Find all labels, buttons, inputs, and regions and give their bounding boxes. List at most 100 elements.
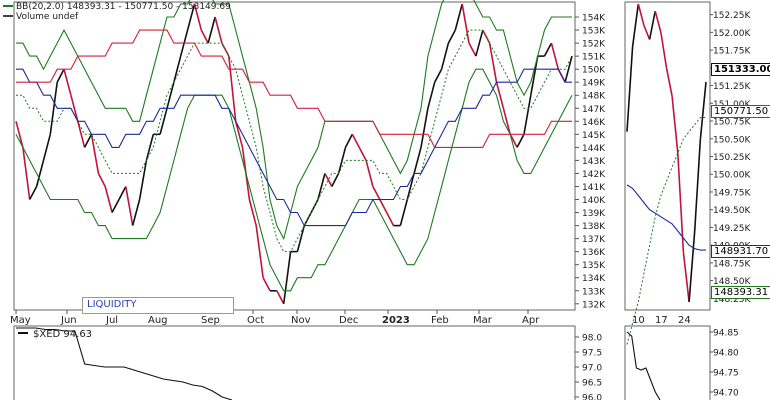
y-tick-label: 137K: [582, 235, 606, 245]
price-line-segment: [385, 212, 395, 226]
x-tick-label: Nov: [291, 315, 311, 326]
daily-y-tick-label: 152.25K: [713, 11, 751, 21]
y-tick-label: 146K: [582, 118, 606, 128]
x-tick-label: Apr: [522, 315, 540, 326]
price-line-segment: [495, 81, 505, 109]
y-tick-label: 145K: [582, 131, 606, 141]
price-line-segment: [379, 199, 388, 213]
daily-y-tick-label: 149.75K: [713, 188, 751, 198]
upper-band-line: [16, 0, 572, 241]
price-line-segment: [15, 121, 24, 148]
y-tick-label: 132K: [582, 300, 606, 310]
price-line-segment: [173, 55, 182, 83]
value-tag: 151333.00: [711, 63, 770, 76]
price-line-segment: [207, 16, 216, 44]
daily-y-tick-label: 149.25K: [713, 224, 751, 234]
main-panel-frame: [13, 1, 576, 311]
price-line-segment: [530, 55, 539, 96]
price-line-segment: [365, 160, 374, 187]
x-tick-label: May: [10, 315, 31, 326]
price-line-segment: [28, 186, 38, 200]
price-line-segment: [138, 160, 148, 200]
daily-price-line-segment: [626, 46, 634, 132]
y-tick-label: 140K: [582, 196, 606, 206]
price-line-segment: [564, 55, 573, 83]
y-tick-label: 143K: [582, 157, 606, 167]
price-line-segment: [413, 147, 422, 174]
price-line-segment: [324, 173, 333, 187]
price-line-segment: [42, 134, 52, 161]
price-line-segment: [550, 42, 560, 70]
y-tick-label: 148K: [582, 92, 606, 102]
price-line-segment: [145, 134, 155, 161]
price-line-segment: [351, 133, 360, 148]
y-tick-label: 149K: [582, 79, 606, 89]
x-tick-label: Jul: [105, 315, 118, 326]
price-line-segment: [104, 186, 113, 213]
price-line-segment: [111, 199, 120, 213]
y-tick-label: 136K: [582, 248, 606, 258]
xed-daily-y-tick-label: 94.80: [713, 349, 739, 359]
price-line-segment: [502, 108, 511, 135]
xed-panel-frame: [13, 325, 576, 400]
price-line-segment: [509, 133, 518, 148]
price-line-segment: [447, 29, 457, 44]
y-tick-label: 150K: [582, 66, 606, 76]
xed-y-tick-label: 97.5: [582, 349, 602, 359]
daily-y-tick-label: 150.25K: [713, 153, 751, 163]
volume-legend-label: Volume undef: [16, 12, 79, 22]
daily-x-tick-label: 24: [678, 315, 691, 326]
lower-band-line: [15, 68, 573, 292]
daily-y-tick-label: 150.00K: [713, 171, 751, 181]
daily-y-tick-label: 148.25K: [713, 295, 751, 305]
x-tick-label: Mar: [473, 315, 493, 326]
value-tag: 148393.31: [711, 286, 770, 299]
daily-price-line-segment: [631, 3, 640, 47]
daily-y-tick-label: 151.25K: [713, 82, 751, 92]
price-line-segment: [358, 147, 367, 161]
y-tick-label: 152K: [582, 40, 606, 50]
ma-50-line: [16, 68, 572, 227]
price-line-segment: [248, 199, 257, 226]
daily-ma-50-line: [626, 184, 706, 251]
price-line-segment: [282, 251, 292, 304]
y-tick-label: 147K: [582, 105, 606, 115]
x-tick-label: Feb: [431, 315, 449, 326]
price-line-segment: [516, 133, 525, 148]
daily-y-tick-label: 148.50K: [713, 277, 751, 287]
y-tick-label: 141K: [582, 183, 606, 193]
price-line-segment: [234, 121, 244, 148]
price-line-segment: [166, 81, 175, 109]
price-line-segment: [70, 94, 79, 122]
daily-y-tick-label: 149.50K: [713, 206, 751, 216]
daily-x-tick-label: 17: [655, 315, 668, 326]
price-line-segment: [427, 81, 436, 109]
value-tag: 148931.70: [711, 245, 770, 258]
xed-line: [16, 327, 233, 400]
xed-y-tick-label: 97.0: [582, 364, 602, 374]
y-tick-label: 133K: [582, 287, 606, 297]
x-tick-label: Sep: [201, 315, 220, 326]
price-line-segment: [420, 108, 429, 148]
middle-band-line: [16, 29, 573, 253]
price-line-segment: [337, 147, 347, 174]
y-tick-label: 138K: [582, 222, 606, 232]
price-line-segment: [159, 108, 168, 135]
price-line-segment: [406, 173, 415, 200]
daily-price-line-segment: [699, 81, 707, 139]
daily-y-tick-label: 152.00K: [713, 29, 751, 39]
price-line-segment: [63, 68, 72, 96]
y-tick-label: 142K: [582, 170, 606, 180]
y-tick-label: 154K: [582, 14, 606, 24]
daily-price-line-segment: [688, 230, 696, 302]
price-line-segment: [276, 290, 285, 305]
price-line-segment: [228, 56, 237, 122]
price-line-segment: [475, 29, 484, 57]
price-line-segment: [200, 29, 209, 44]
price-line-segment: [344, 133, 354, 148]
price-line-segment: [454, 3, 463, 31]
xed-y-tick-label: 98.0: [582, 334, 602, 344]
xed-daily-y-tick-label: 94.70: [713, 389, 739, 399]
price-line-segment: [317, 173, 326, 200]
price-line-segment: [83, 133, 93, 148]
